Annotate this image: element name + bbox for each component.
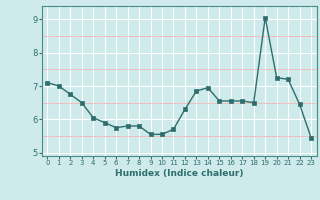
X-axis label: Humidex (Indice chaleur): Humidex (Indice chaleur)	[115, 169, 244, 178]
